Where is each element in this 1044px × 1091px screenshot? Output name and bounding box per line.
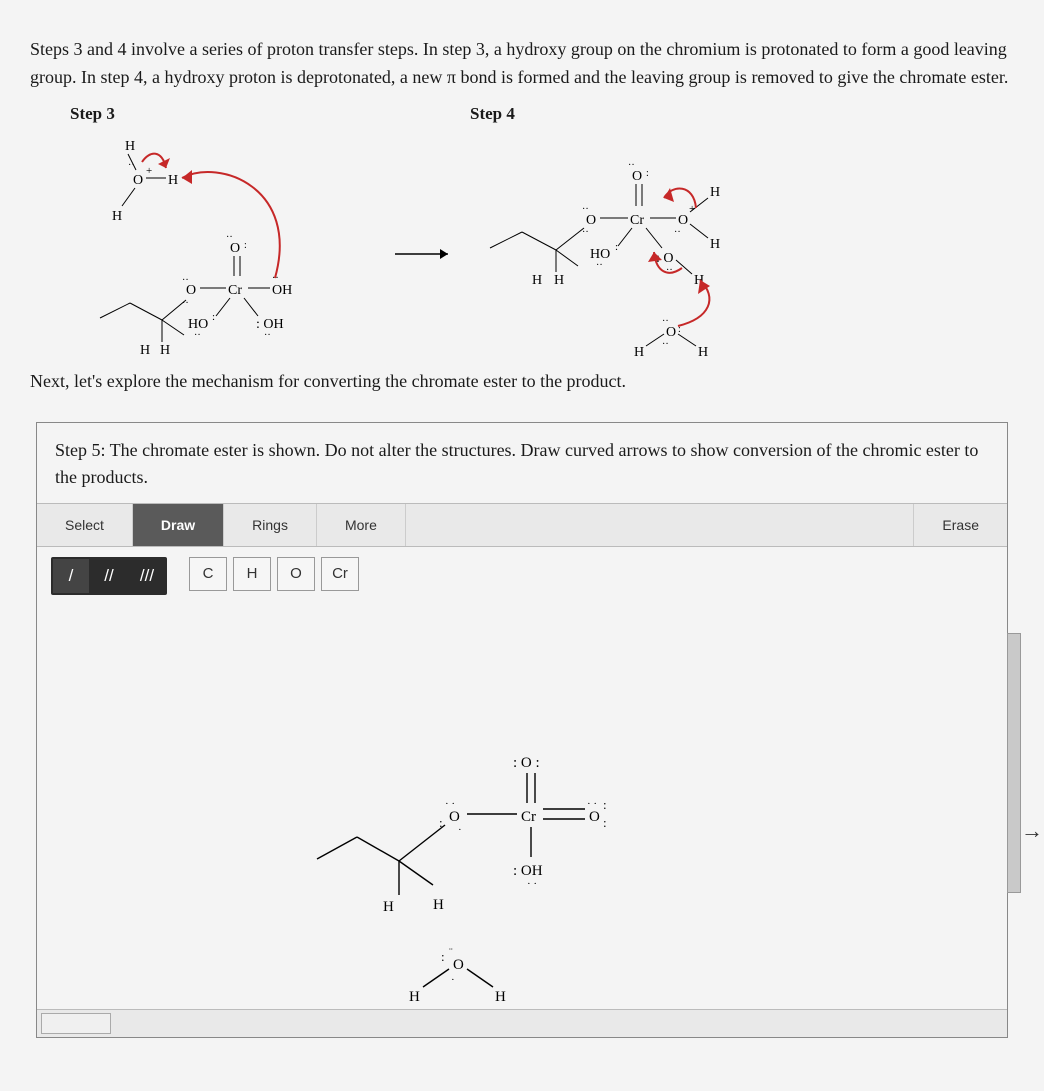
- svg-text:H: H: [698, 345, 708, 358]
- svg-text:· ·: · ·: [445, 798, 455, 810]
- svg-text::: :: [646, 168, 649, 179]
- tab-draw[interactable]: Draw: [133, 504, 224, 546]
- svg-text:O: O: [586, 213, 596, 228]
- element-c-button[interactable]: C: [189, 557, 227, 591]
- step3-block: Step 3 H O + H H ··: [70, 104, 380, 363]
- svg-text:Cr: Cr: [630, 213, 644, 228]
- svg-text:O: O: [589, 809, 600, 825]
- svg-text:O: O: [666, 325, 676, 340]
- svg-text:·: ·: [451, 974, 455, 986]
- svg-text:O: O: [449, 809, 460, 825]
- svg-text::: :: [441, 949, 445, 964]
- svg-text::: :: [439, 815, 443, 830]
- svg-text:H: H: [710, 237, 720, 252]
- svg-text:··: ··: [662, 339, 669, 350]
- svg-text:··: ··: [182, 298, 189, 309]
- svg-text::: :: [603, 815, 607, 830]
- svg-text:¨: ¨: [449, 946, 453, 958]
- element-o-button[interactable]: O: [277, 557, 315, 591]
- svg-text:OH: OH: [272, 283, 292, 298]
- svg-text:· ·: · ·: [527, 878, 537, 890]
- svg-text::: :: [678, 324, 681, 335]
- canvas-structure: H H O : · · · Cr : O : O : :: [37, 609, 1007, 1009]
- svg-text:··: ··: [226, 232, 233, 243]
- svg-text:Cr: Cr: [521, 809, 536, 825]
- tab-erase[interactable]: Erase: [913, 504, 1007, 546]
- svg-text:Cr: Cr: [228, 283, 242, 298]
- svg-text:··: ··: [582, 204, 589, 215]
- svg-text:H: H: [433, 897, 444, 913]
- svg-text::: :: [244, 240, 247, 251]
- bond-button-group: / // ///: [51, 557, 167, 595]
- svg-text::: :: [603, 797, 607, 812]
- footer-button-stub[interactable]: [41, 1013, 111, 1034]
- step4-label: Step 4: [470, 104, 830, 124]
- svg-text:+: +: [146, 165, 152, 177]
- svg-text:H: H: [554, 273, 564, 288]
- svg-text:O: O: [230, 241, 240, 256]
- svg-text:H: H: [409, 989, 420, 1005]
- vertical-scrollbar[interactable]: [1007, 633, 1021, 893]
- svg-text:· ·: · ·: [587, 798, 597, 810]
- svg-text:H: H: [710, 185, 720, 200]
- svg-text:··: ··: [264, 330, 271, 341]
- svg-text::: :: [212, 311, 215, 323]
- svg-text:··: ··: [666, 265, 673, 276]
- svg-text:H: H: [383, 899, 394, 915]
- svg-text:O: O: [678, 213, 688, 228]
- svg-text:··: ··: [194, 330, 201, 341]
- svg-text:··: ··: [582, 227, 589, 238]
- svg-text:··: ··: [628, 160, 635, 171]
- element-h-button[interactable]: H: [233, 557, 271, 591]
- tab-more[interactable]: More: [317, 504, 406, 546]
- mode-toolbar: Select Draw Rings More Erase: [37, 503, 1007, 547]
- svg-text:··: ··: [182, 275, 189, 286]
- step3-diagram: H O + H H ·· H: [70, 128, 380, 358]
- svg-text:··: ··: [662, 316, 669, 327]
- svg-text::: :: [615, 241, 618, 253]
- svg-text:O: O: [632, 169, 642, 184]
- single-bond-button[interactable]: /: [53, 559, 89, 593]
- svg-text:: O :: : O :: [513, 755, 540, 771]
- svg-text:H: H: [112, 209, 122, 224]
- next-arrow-icon[interactable]: →: [1021, 818, 1043, 844]
- svg-text:·: ·: [458, 824, 462, 836]
- svg-text:H: H: [495, 989, 506, 1005]
- drawing-canvas[interactable]: H H O : · · · Cr : O : O : :: [37, 609, 1007, 1009]
- tab-rings[interactable]: Rings: [224, 504, 317, 546]
- svg-text:H: H: [140, 343, 150, 358]
- reaction-arrow-icon: [390, 104, 460, 334]
- svg-text:O: O: [133, 173, 143, 188]
- step4-diagram: H H O ·· ·· Cr O + ·· H H O: [470, 128, 830, 358]
- tool-buttons-row: / // /// C H O Cr: [37, 547, 1007, 609]
- svg-text:O: O: [453, 957, 464, 973]
- intro-text: Steps 3 and 4 involve a series of proton…: [30, 36, 1014, 92]
- svg-text:H: H: [125, 139, 135, 154]
- step4-block: Step 4 H H O ·· ·· Cr O + ··: [470, 104, 830, 363]
- drawing-panel: Step 5: The chromate ester is shown. Do …: [36, 422, 1008, 1038]
- svg-text:: OH: : OH: [513, 863, 543, 879]
- svg-text:H: H: [160, 343, 170, 358]
- tab-select[interactable]: Select: [37, 504, 133, 546]
- svg-text:··: ··: [128, 160, 135, 171]
- panel-instruction: Step 5: The chromate ester is shown. Do …: [37, 423, 1007, 503]
- element-cr-button[interactable]: Cr: [321, 557, 359, 591]
- svg-text:··: ··: [596, 260, 603, 271]
- svg-text:H: H: [532, 273, 542, 288]
- svg-text:H: H: [634, 345, 644, 358]
- svg-text:H: H: [168, 173, 178, 188]
- svg-text:··: ··: [272, 273, 279, 284]
- mechanism-steps-row: Step 3 H O + H H ··: [70, 104, 1014, 363]
- svg-text:··: ··: [674, 227, 681, 238]
- step3-label: Step 3: [70, 104, 380, 124]
- next-text: Next, let's explore the mechanism for co…: [30, 371, 1014, 392]
- triple-bond-button[interactable]: ///: [129, 559, 165, 593]
- double-bond-button[interactable]: //: [91, 559, 127, 593]
- panel-footer: [37, 1009, 1007, 1037]
